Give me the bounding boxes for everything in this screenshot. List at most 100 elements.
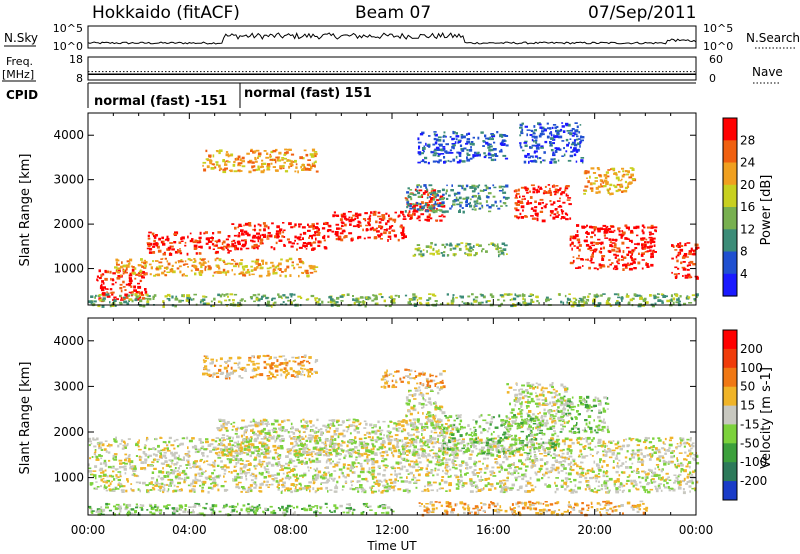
velocity-cbar-tick-2: 50 <box>740 380 755 394</box>
velocity-xtick-label-1: 04:00 <box>172 523 207 537</box>
velocity-cbar-frame <box>722 329 738 501</box>
power-band-10 <box>404 184 510 214</box>
velocity-band-9 <box>88 502 395 517</box>
velocity-cbar-swatch-2 <box>723 367 737 388</box>
nsearch-tick-top: 10^5 <box>703 22 733 35</box>
velocity-colorbar-label: Velocity [m s-1] <box>759 367 774 469</box>
power-cbar-tick-4: 20 <box>740 178 755 192</box>
velocity-band-2 <box>405 386 446 429</box>
velocity-cbar-swatch-0 <box>723 330 737 350</box>
velocity-xtick-label-4: 16:00 <box>476 523 511 537</box>
velocity-cbar-swatch-8 <box>723 481 737 501</box>
cpid-segment-1: normal (fast) -151 <box>94 94 227 109</box>
power-band-2 <box>230 221 332 251</box>
nave-tick-top: 60 <box>709 53 723 66</box>
velocity-cbar-tick-6: -100 <box>740 455 767 469</box>
velocity-band-8 <box>418 500 649 517</box>
velocity-band-4 <box>442 413 561 457</box>
nsky-tick-top: 10^5 <box>53 22 83 35</box>
power-cbar-swatch-1 <box>723 140 737 164</box>
velocity-band-1 <box>214 418 457 458</box>
velocity-ytick-label-1: 2000 <box>53 425 84 439</box>
power-band-5 <box>513 184 572 223</box>
velocity-cbar-tick-5: -50 <box>740 436 760 450</box>
power-cbar-tick-5: 24 <box>740 156 755 170</box>
power-band-14 <box>583 167 637 196</box>
power-ytick-label-1: 2000 <box>53 217 84 231</box>
power-band-1 <box>146 231 232 256</box>
power-cbar-swatch-2 <box>723 162 737 186</box>
power-cbar-swatch-7 <box>723 273 737 297</box>
velocity-y-axis-label: Slant Range [km] <box>18 362 33 475</box>
nsky-trace-line <box>87 31 697 45</box>
velocity-band-6 <box>202 354 319 380</box>
power-cbar-tick-3: 16 <box>740 200 755 214</box>
power-x-ticks <box>87 113 697 305</box>
nsky-panel-frame <box>87 25 697 49</box>
power-band-11 <box>412 242 508 258</box>
date-label: 07/Sep/2011 <box>588 3 696 23</box>
velocity-band-7 <box>380 368 446 389</box>
power-cbar-frame <box>722 117 738 297</box>
freq-tick-top: 18 <box>69 53 83 66</box>
power-cbar-swatch-5 <box>723 229 737 253</box>
nave-label: Nave <box>752 65 783 79</box>
power-band-12 <box>417 130 509 165</box>
power-colorbar: 4 8 12 16 20 24 28 <box>722 117 755 297</box>
nave-tick-bottom: 0 <box>709 72 716 85</box>
velocity-xtick-label-0: 00:00 <box>71 523 106 537</box>
velocity-xtick-label-3: 12:00 <box>375 523 410 537</box>
power-band-7 <box>671 242 700 280</box>
power-band-6 <box>569 224 658 271</box>
power-cbar-tick-2: 12 <box>740 222 755 236</box>
velocity-band-0 <box>88 436 700 495</box>
velocity-cbar-swatch-1 <box>723 348 737 369</box>
velocity-scatter-cells <box>88 354 700 517</box>
power-cbar-swatch-3 <box>723 184 737 208</box>
power-cbar-swatch-6 <box>723 251 737 275</box>
velocity-colorbar: 200 100 50 15 -15 -50 -100 -200 <box>722 329 767 501</box>
station-title: Hokkaido (fitACF) <box>92 3 240 23</box>
power-ytick-label-2: 3000 <box>53 173 84 187</box>
velocity-cbar-swatch-4 <box>723 405 737 425</box>
velocity-cbar-tick-3: 15 <box>740 399 755 413</box>
power-cbar-swatch-4 <box>723 207 737 230</box>
time-axis-label: Time UT <box>366 539 417 553</box>
nsearch-label: N.Search <box>746 31 800 45</box>
velocity-cbar-swatch-7 <box>723 462 737 482</box>
power-cbar-tick-0: 4 <box>740 267 748 281</box>
velocity-cbar-tick-7: -200 <box>740 474 767 488</box>
freq-label: Freq. <box>6 55 33 68</box>
velocity-ytick-label-3: 4000 <box>53 334 84 348</box>
power-band-13 <box>519 122 585 164</box>
power-band-3 <box>329 210 407 242</box>
velocity-cbar-swatch-6 <box>723 443 737 463</box>
power-cbar-tick-6: 28 <box>740 133 755 147</box>
freq-unit-label: [MHz] <box>2 68 34 81</box>
nsky-label: N.Sky <box>4 31 38 45</box>
power-ytick-label-0: 1000 <box>53 262 84 276</box>
beam-label: Beam 07 <box>355 3 431 23</box>
power-cbar-swatch-0 <box>723 118 737 141</box>
velocity-xtick-label-2: 08:00 <box>273 523 308 537</box>
power-band-9 <box>202 148 319 174</box>
power-scatter-cells <box>88 122 700 308</box>
velocity-cbar-tick-0: 200 <box>740 342 763 356</box>
velocity-cbar-tick-1: 100 <box>740 361 763 375</box>
velocity-cbar-swatch-3 <box>723 386 737 407</box>
power-y-ticks: 1000 2000 3000 4000 <box>53 128 696 276</box>
velocity-band-5 <box>557 395 610 434</box>
velocity-ytick-label-2: 3000 <box>53 379 84 393</box>
power-colorbar-label: Power [dB] <box>759 175 774 246</box>
cpid-label: CPID <box>6 88 38 102</box>
velocity-cbar-tick-4: -15 <box>740 417 760 431</box>
freq-panel-frame <box>87 56 697 81</box>
power-ytick-label-3: 4000 <box>53 128 84 142</box>
velocity-cbar-swatch-5 <box>723 424 737 444</box>
nsearch-tick-bottom: 10^0 <box>703 40 733 53</box>
power-panel-frame <box>87 112 697 306</box>
velocity-xtick-label-6: 00:00 <box>679 523 714 537</box>
power-band-15 <box>88 293 699 308</box>
velocity-x-ticks: 00:00 04:00 08:00 12:00 16:00 20:00 00:00 <box>71 318 714 537</box>
